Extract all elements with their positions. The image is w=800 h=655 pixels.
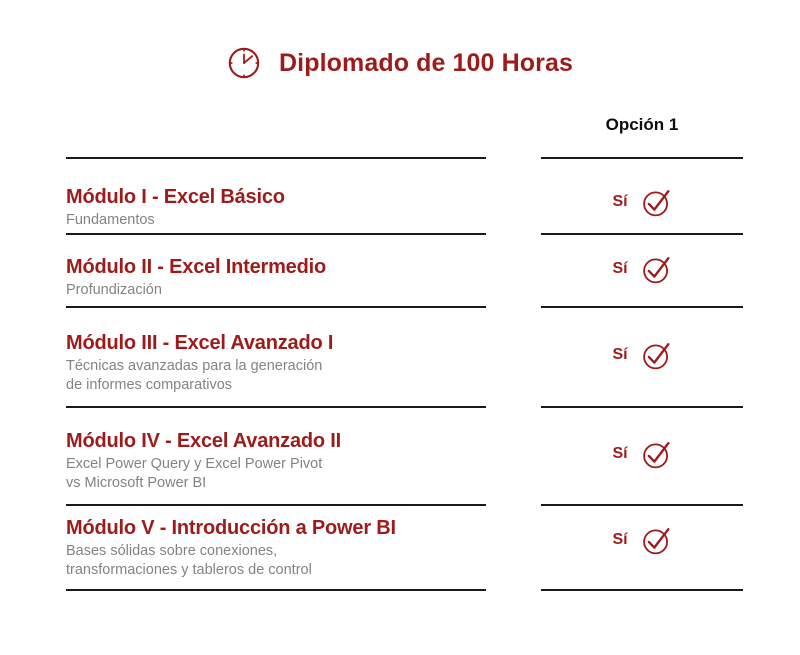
divider-header-right [541,157,743,159]
divider-row-5-left [66,589,486,591]
answer-label: Sí [612,346,628,363]
module-subtitle: Bases sólidas sobre conexiones, transfor… [66,543,312,579]
module-title: Módulo V - Introducción a Power BI [66,517,396,539]
table-row-module-4: Módulo IV - Excel Avanzado II Excel Powe… [66,430,506,494]
table-row-module-3: Módulo III - Excel Avanzado I Técnicas a… [66,332,506,396]
divider-row-4-right [541,504,743,506]
module-subtitle: Fundamentos [66,212,155,228]
divider-row-3-right [541,406,743,408]
check-circle-icon [642,256,670,283]
divider-row-2-right [541,306,743,308]
answer-cell-module-3: Sí [541,339,743,371]
check-circle-icon [642,441,670,468]
module-subtitle: Técnicas avanzadas para la generación de… [66,358,323,394]
answer-cell-module-4: Sí [541,438,743,470]
page-title-bar: Diplomado de 100 Horas [0,46,800,80]
divider-row-2-left [66,306,486,308]
table-row-module-1: Módulo I - Excel Básico Fundamentos [66,186,506,230]
column-header-option-1: Opción 1 [605,115,679,134]
divider-header-left [66,157,486,159]
check-circle-icon [642,527,670,554]
answer-label: Sí [612,445,628,462]
clock-icon [228,47,260,79]
module-title: Módulo IV - Excel Avanzado II [66,430,341,452]
module-subtitle: Profundización [66,282,162,298]
module-title: Módulo III - Excel Avanzado I [66,332,334,354]
divider-row-1-right [541,233,743,235]
check-circle-icon [642,189,670,216]
answer-label: Sí [612,193,628,210]
module-title: Módulo II - Excel Intermedio [66,256,326,278]
module-title: Módulo I - Excel Básico [66,186,285,208]
table-row-module-2: Módulo II - Excel Intermedio Profundizac… [66,256,506,300]
module-subtitle: Excel Power Query y Excel Power Pivot vs… [66,456,323,492]
check-circle-icon [642,342,670,369]
answer-cell-module-5: Sí [541,524,743,556]
divider-row-5-right [541,589,743,591]
divider-row-1-left [66,233,486,235]
divider-row-4-left [66,504,486,506]
answer-cell-module-2: Sí [541,253,743,285]
table-row-module-5: Módulo V - Introducción a Power BI Bases… [66,517,506,581]
answer-label: Sí [612,531,628,548]
divider-row-3-left [66,406,486,408]
answer-label: Sí [612,260,628,277]
answer-cell-module-1: Sí [541,186,743,218]
page-title: Diplomado de 100 Horas [279,48,573,77]
